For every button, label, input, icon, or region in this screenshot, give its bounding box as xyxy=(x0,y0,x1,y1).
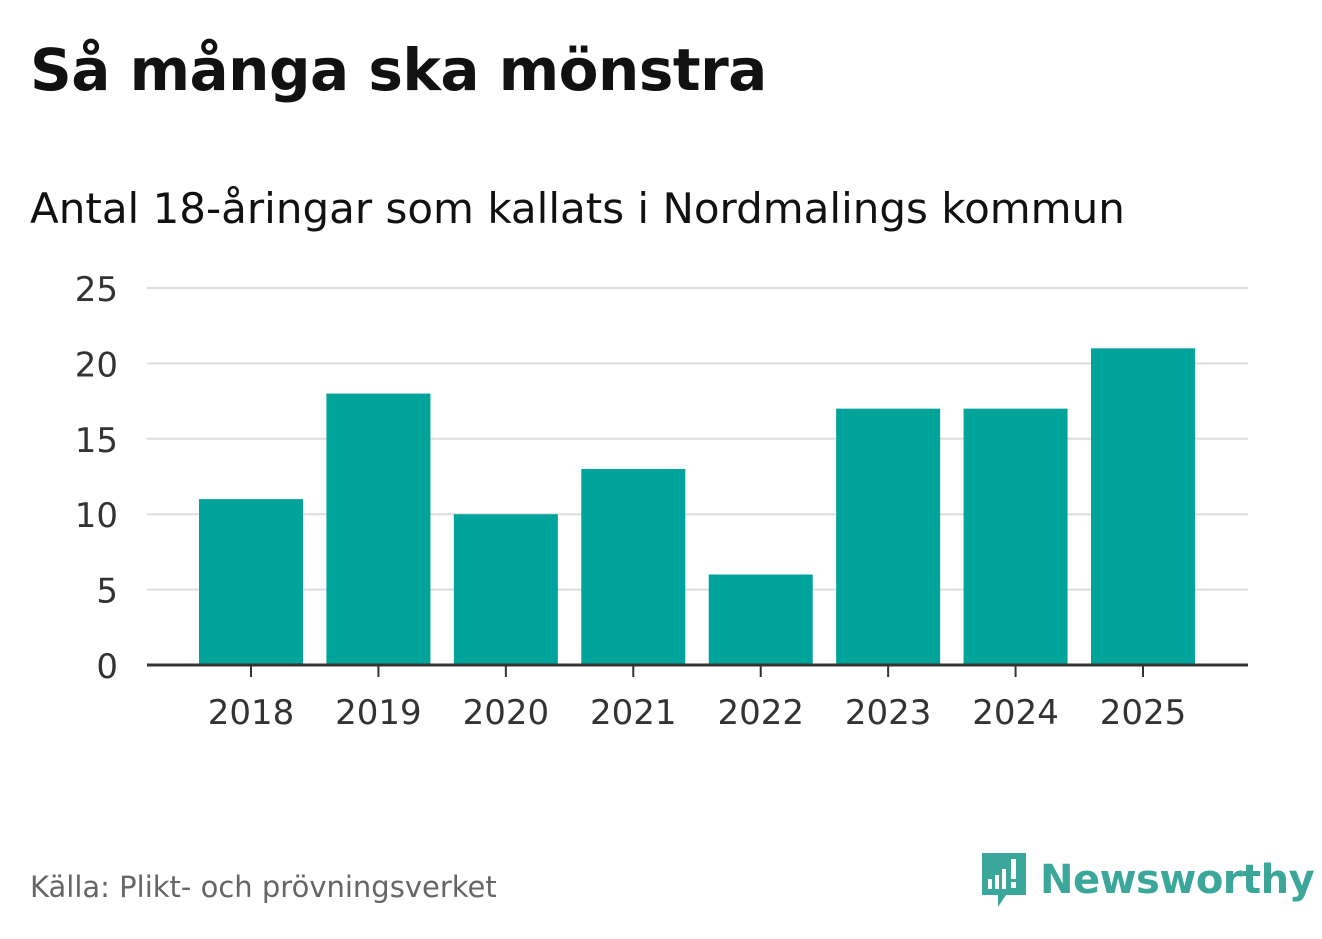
brand-name: Newsworthy xyxy=(1040,857,1315,903)
y-tick-label-25: 25 xyxy=(75,270,118,310)
brand-logo: Newsworthy xyxy=(980,850,1315,910)
x-tick-label-2020: 2020 xyxy=(463,693,550,733)
newsworthy-logo-icon xyxy=(982,853,1026,907)
y-tick-label-10: 10 xyxy=(75,496,118,536)
x-tick-label-2022: 2022 xyxy=(717,693,804,733)
y-tick-label-5: 5 xyxy=(96,572,118,612)
bar-2019 xyxy=(326,393,431,665)
bar-2021 xyxy=(581,468,686,665)
bar-2025 xyxy=(1091,348,1195,665)
chart-subtitle: Antal 18-åringar som kallats i Nordmalin… xyxy=(30,184,1125,233)
x-tick-label-2023: 2023 xyxy=(845,693,932,733)
y-tick-label-20: 20 xyxy=(75,345,118,385)
y-tick-label-15: 15 xyxy=(75,421,118,461)
bar-2020 xyxy=(453,514,558,665)
x-tick-label-2025: 2025 xyxy=(1100,693,1187,733)
chart-title: Så många ska mönstra xyxy=(30,36,767,104)
x-tick-label-2024: 2024 xyxy=(972,693,1059,733)
y-tick-label-0: 0 xyxy=(96,647,118,687)
source-note: Källa: Plikt- och prövningsverket xyxy=(30,870,497,904)
x-tick-label-2019: 2019 xyxy=(335,693,422,733)
bar-2024 xyxy=(963,408,1068,665)
x-tick-label-2018: 2018 xyxy=(208,693,295,733)
bar-2022 xyxy=(708,574,813,665)
bar-2023 xyxy=(836,408,941,665)
bar-2018 xyxy=(199,499,303,665)
x-tick-label-2021: 2021 xyxy=(590,693,677,733)
